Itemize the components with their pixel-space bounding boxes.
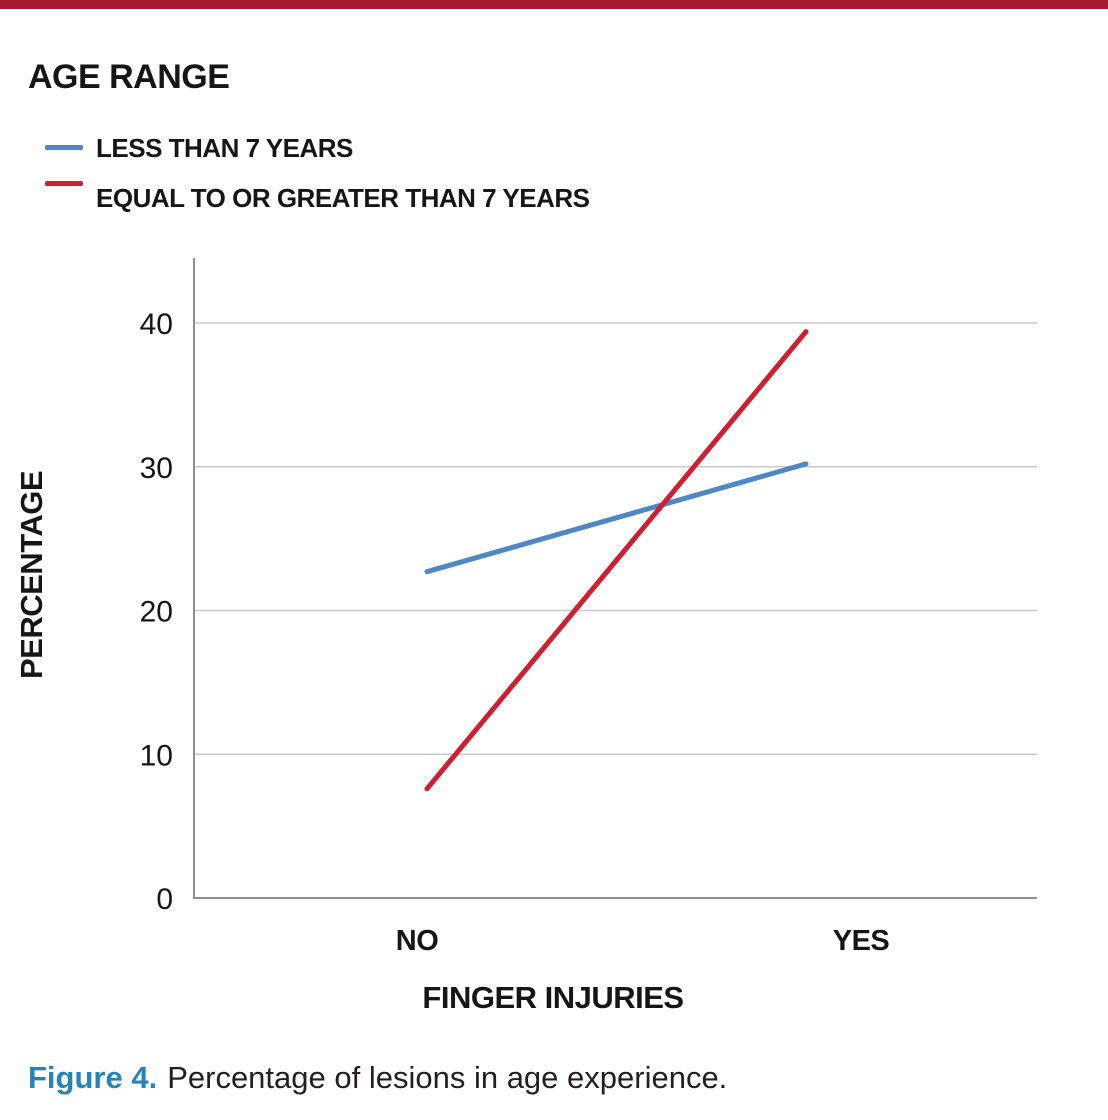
y-tick-label: 0 [156,883,173,916]
legend-title: AGE RANGE [28,58,230,96]
legend-line-swatch-red [45,181,83,186]
series-line [424,329,809,792]
legend-item-label: EQUAL TO OR GREATER THAN 7 YEARS [96,183,590,213]
y-tick-label: 20 [140,596,173,629]
top-accent-bar [0,0,1108,9]
y-tick-label: 40 [140,308,173,341]
series-line [424,461,809,575]
legend-line-swatch-blue [45,145,83,150]
legend-item-label: LESS THAN 7 YEARS [96,133,353,163]
y-tick-label: 10 [140,739,173,772]
figure-caption-text: Percentage of lesions in age experience. [167,1060,728,1095]
figure-caption: Figure 4. Percentage of lesions in age ex… [28,1061,727,1095]
x-axis-title: FINGER INJURIES [422,980,683,1015]
x-category-label: NO [396,925,439,957]
figure-caption-label: Figure 4. [28,1060,158,1095]
y-tick-label: 30 [140,452,173,485]
x-category-label: YES [833,925,890,957]
y-axis-title: PERCENTAGE [14,471,49,679]
